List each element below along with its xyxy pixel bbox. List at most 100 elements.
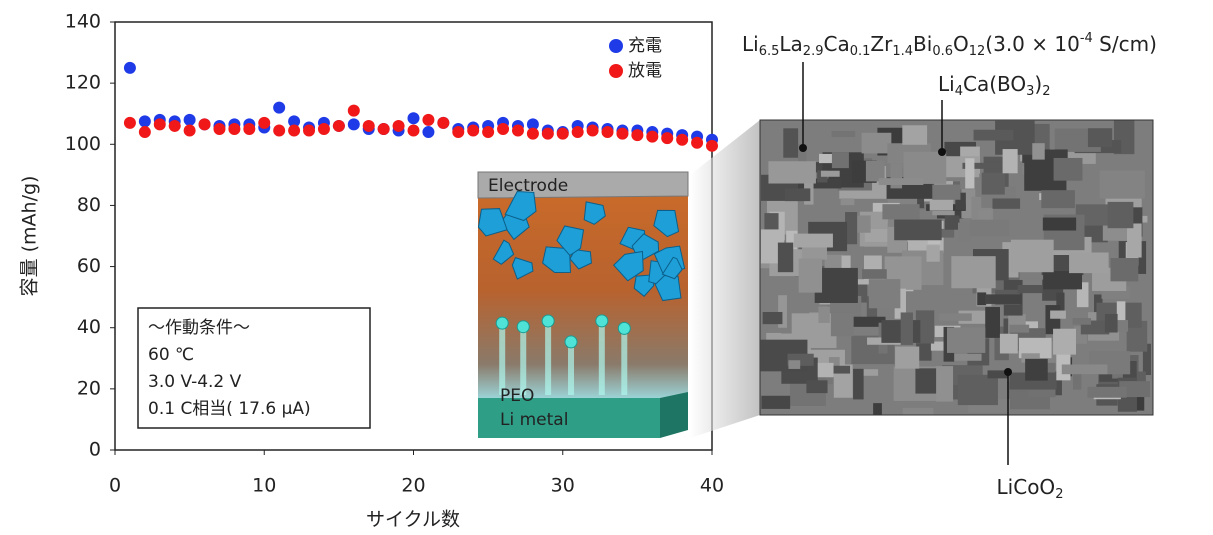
grain xyxy=(901,312,913,344)
data-point xyxy=(676,134,688,146)
grain xyxy=(768,161,815,183)
grain xyxy=(1087,387,1126,398)
y-tick-label: 120 xyxy=(65,72,101,94)
y-axis-label: 容量 (mAh/g) xyxy=(19,176,41,297)
data-point xyxy=(422,114,434,126)
condition-text: 0.1 C相当( 17.6 μA) xyxy=(148,399,311,419)
grain xyxy=(1073,318,1091,325)
grain xyxy=(1043,218,1076,231)
grain xyxy=(945,215,960,229)
data-point xyxy=(452,126,464,138)
x-axis-label: サイクル数 xyxy=(366,509,460,531)
grain xyxy=(832,152,849,168)
data-point xyxy=(154,118,166,130)
grain xyxy=(799,259,822,293)
formula-part: 2.9 xyxy=(803,44,824,59)
grain xyxy=(1088,128,1112,147)
grain xyxy=(902,125,927,145)
grain xyxy=(857,215,870,232)
grain xyxy=(862,269,887,279)
formula-part: 0.1 xyxy=(850,44,871,59)
grain xyxy=(939,313,971,321)
data-point xyxy=(303,125,315,137)
data-point xyxy=(631,129,643,141)
grain xyxy=(951,256,995,288)
peo-label: PEO xyxy=(500,386,534,406)
ion-trail xyxy=(599,321,605,395)
data-point xyxy=(512,125,524,137)
annotation: Li6.5La2.9Ca0.1Zr1.4Bi0.6O12(3.0 × 10-4 … xyxy=(742,31,1157,59)
data-point xyxy=(572,126,584,138)
annotation: LiCoO2 xyxy=(997,475,1064,502)
data-point xyxy=(363,120,375,132)
formula-part: 2 xyxy=(1042,84,1050,99)
ion-trail xyxy=(568,342,574,395)
sem-image xyxy=(760,120,1153,415)
formula-part: S/cm) xyxy=(1093,32,1157,56)
grain xyxy=(947,327,985,353)
grain xyxy=(1050,311,1066,319)
data-point xyxy=(661,132,673,144)
condition-text: ～作動条件～ xyxy=(148,318,250,338)
data-point xyxy=(348,118,360,130)
y-tick-label: 40 xyxy=(77,316,101,338)
formula-part: 1.4 xyxy=(892,44,913,59)
data-point xyxy=(213,123,225,135)
grain xyxy=(788,360,800,369)
data-point xyxy=(706,140,718,152)
formula-part: O xyxy=(953,32,969,56)
grain xyxy=(794,234,833,248)
formula-part: 12 xyxy=(969,44,986,59)
grain xyxy=(965,158,974,188)
data-point xyxy=(691,137,703,149)
ion-trail xyxy=(545,321,551,395)
data-point xyxy=(273,125,285,137)
grain xyxy=(873,403,882,414)
grain xyxy=(985,294,1022,304)
data-point xyxy=(467,125,479,137)
ion xyxy=(517,321,529,333)
condition-text: 60 ℃ xyxy=(148,345,194,365)
grain xyxy=(932,185,960,200)
grain xyxy=(879,178,924,185)
formula-part: LiCoO xyxy=(997,475,1056,499)
grain xyxy=(783,128,798,157)
grain xyxy=(763,312,783,324)
zoom-shade xyxy=(690,120,760,438)
x-tick-label: 10 xyxy=(252,475,276,497)
grain xyxy=(778,243,793,273)
formula-part: 6.5 xyxy=(759,44,780,59)
grain xyxy=(1062,364,1108,374)
data-point xyxy=(602,126,614,138)
legend-marker xyxy=(609,64,623,78)
data-point xyxy=(288,125,300,137)
grain xyxy=(895,347,919,369)
grain xyxy=(1117,301,1126,321)
y-tick-label: 80 xyxy=(77,194,101,216)
y-tick-label: 100 xyxy=(65,133,101,155)
grain xyxy=(806,380,827,393)
y-tick-label: 140 xyxy=(65,11,101,33)
data-point xyxy=(139,115,151,127)
y-tick-label: 0 xyxy=(89,439,101,461)
formula-part: ) xyxy=(1034,72,1042,96)
formula-part: Li xyxy=(938,72,955,96)
grain xyxy=(1069,252,1109,273)
y-tick-label: 60 xyxy=(77,255,101,277)
formula-part: (3.0 × 10 xyxy=(985,32,1080,56)
grain xyxy=(818,363,834,377)
formula-part: La xyxy=(779,32,802,56)
grain xyxy=(1043,271,1082,289)
grain xyxy=(832,131,856,137)
formula-part: Ca(BO xyxy=(963,72,1026,96)
grain xyxy=(982,173,1005,195)
formula-part: 4 xyxy=(955,84,963,99)
grain xyxy=(1054,158,1083,181)
grain xyxy=(818,307,829,323)
formula-part: 3 xyxy=(1026,84,1034,99)
grain xyxy=(1110,258,1138,281)
ion xyxy=(565,336,577,348)
data-point xyxy=(333,120,345,132)
data-point xyxy=(646,131,658,143)
grain xyxy=(985,307,1000,338)
